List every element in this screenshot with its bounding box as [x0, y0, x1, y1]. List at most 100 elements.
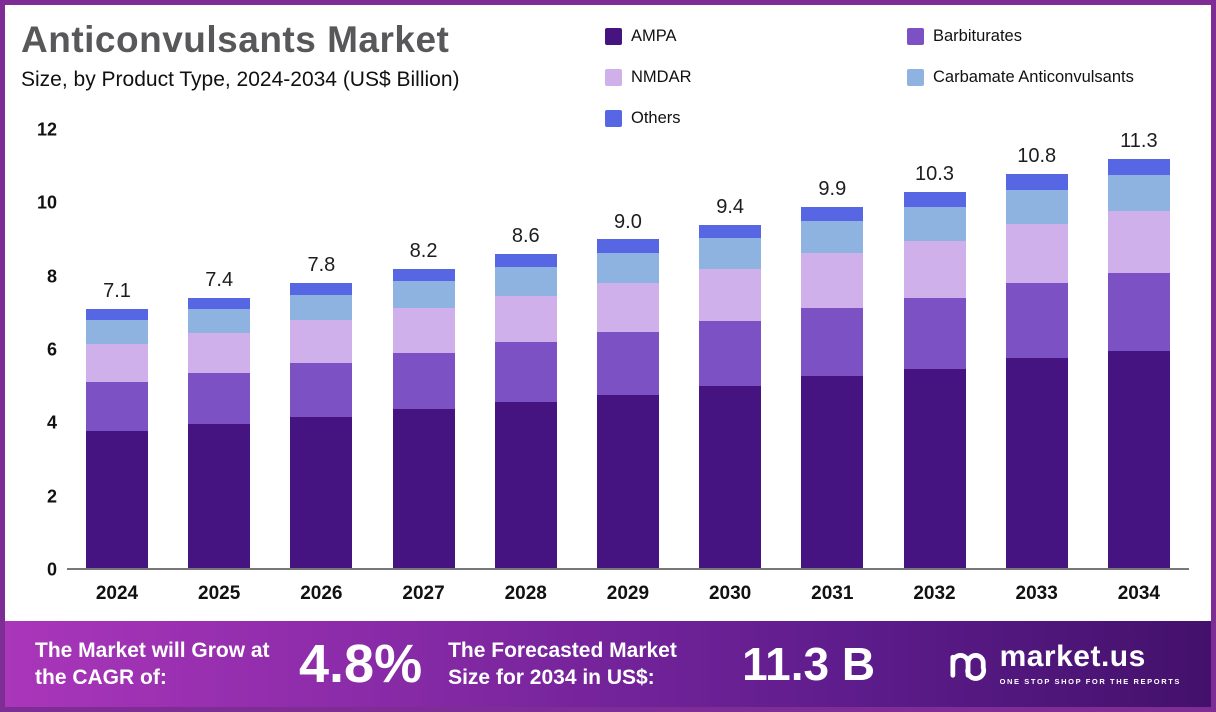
segment-ampa — [86, 431, 148, 568]
bar-group-2029: 9.0 — [582, 130, 674, 568]
segment-carbamate-anticonvulsants — [392, 281, 455, 309]
segment-carbamate-anticonvulsants — [1107, 175, 1170, 212]
bar-stack — [1107, 159, 1170, 568]
bar-group-2027: 8.2 — [378, 130, 470, 568]
legend-item-barbiturates: Barbiturates — [907, 27, 1189, 46]
bar-stack — [392, 268, 455, 568]
segment-ampa — [1005, 358, 1068, 568]
x-label-2025: 2025 — [198, 583, 241, 604]
segment-nmdar — [801, 253, 864, 308]
bar-total-label: 9.9 — [818, 177, 847, 200]
y-tick-10: 10 — [36, 192, 57, 213]
chart-header: Anticonvulsants Market Size, by Product … — [21, 19, 1189, 128]
legend-swatch-ampa — [605, 28, 622, 45]
segment-others — [699, 224, 762, 239]
segment-barbiturates — [290, 362, 353, 417]
segment-nmdar — [86, 343, 148, 382]
bar-group-2025: 7.4 — [173, 130, 265, 568]
bar-total-label: 9.4 — [716, 195, 745, 218]
segment-carbamate-anticonvulsants — [903, 207, 966, 241]
bar-total-label: 10.8 — [1017, 144, 1057, 167]
segment-barbiturates — [903, 297, 966, 370]
segment-ampa — [290, 416, 353, 568]
segment-ampa — [494, 401, 557, 568]
y-tick-12: 12 — [36, 119, 57, 140]
title-block: Anticonvulsants Market Size, by Product … — [21, 19, 569, 92]
brand-text: market.us ONE STOP SHOP FOR THE REPORTS — [999, 640, 1181, 687]
segment-barbiturates — [596, 332, 659, 395]
segment-others — [392, 268, 455, 282]
segment-nmdar — [1005, 224, 1068, 284]
bar-group-2032: 10.3 — [889, 130, 981, 568]
segment-ampa — [392, 409, 455, 568]
segment-ampa — [596, 394, 659, 568]
segment-others — [1107, 159, 1170, 176]
bar-total-label: 9.0 — [614, 210, 642, 233]
segment-nmdar — [188, 332, 251, 373]
y-tick-8: 8 — [46, 266, 57, 287]
segment-others — [1005, 173, 1068, 190]
segment-barbiturates — [494, 342, 557, 402]
segment-ampa — [801, 376, 864, 568]
legend-item-carbamate-anticonvulsants: Carbamate Anticonvulsants — [907, 68, 1189, 87]
legend-label: AMPA — [631, 27, 677, 45]
legend-label: Carbamate Anticonvulsants — [933, 68, 1134, 86]
y-tick-0: 0 — [46, 559, 57, 580]
bar-group-2034: 11.3 — [1093, 130, 1185, 568]
x-label-2031: 2031 — [811, 583, 854, 604]
segment-carbamate-anticonvulsants — [494, 267, 557, 296]
bar-stack — [188, 297, 251, 568]
x-label-2030: 2030 — [708, 583, 752, 604]
plot-area: 7.1 7.4 7.8 8.2 8.6 9.0 9.4 9.9 10.3 10.8 11.3 — [67, 130, 1189, 570]
y-tick-2: 2 — [46, 486, 57, 507]
segment-nmdar — [494, 295, 557, 343]
page-subtitle: Size, by Product Type, 2024-2034 (US$ Bi… — [21, 67, 460, 91]
bar-group-2028: 8.6 — [480, 130, 572, 568]
segment-barbiturates — [1005, 283, 1068, 359]
segment-barbiturates — [801, 307, 864, 377]
bar-stack — [1005, 173, 1068, 568]
x-label-2033: 2033 — [1015, 583, 1058, 604]
segment-ampa — [903, 369, 966, 568]
segment-barbiturates — [86, 381, 148, 432]
segment-ampa — [1107, 350, 1170, 568]
segment-carbamate-anticonvulsants — [86, 319, 148, 344]
bar-stack — [290, 283, 353, 568]
segment-barbiturates — [699, 320, 762, 386]
marketus-brand: market.us ONE STOP SHOP FOR THE REPORTS — [948, 642, 1181, 686]
bar-total-label: 8.6 — [511, 225, 540, 248]
segment-others — [290, 283, 353, 295]
x-label-2027: 2027 — [402, 583, 445, 604]
legend-label: NMDAR — [631, 68, 692, 86]
segment-others — [188, 297, 251, 309]
bar-stack — [494, 254, 557, 568]
bar-group-2030: 9.4 — [684, 130, 776, 568]
segment-others — [596, 239, 659, 253]
bar-total-label: 7.8 — [307, 254, 336, 277]
segment-ampa — [188, 423, 251, 568]
stacked-bar-chart: 0 2 4 6 8 10 12 7.1 7.4 7.8 8.2 8.6 9.0 9.4 9.9 10.3 10… — [21, 120, 1189, 605]
y-axis: 0 2 4 6 8 10 12 — [21, 120, 67, 580]
legend-item-nmdar: NMDAR — [605, 68, 887, 87]
x-label-2026: 2026 — [300, 583, 343, 604]
y-tick-6: 6 — [46, 339, 57, 360]
segment-barbiturates — [1107, 273, 1170, 351]
cagr-value: 4.8% — [299, 634, 423, 694]
segment-carbamate-anticonvulsants — [699, 238, 762, 270]
legend-item-others: Others — [605, 109, 887, 128]
segment-nmdar — [699, 269, 762, 321]
brand-tagline: ONE STOP SHOP FOR THE REPORTS — [999, 677, 1181, 686]
bar-total-label: 11.3 — [1120, 130, 1158, 152]
page-title: Anticonvulsants Market — [21, 19, 450, 60]
segment-nmdar — [290, 320, 353, 363]
legend-swatch-others — [605, 110, 622, 127]
brand-name: market.us — [999, 640, 1146, 673]
segment-ampa — [699, 385, 762, 568]
segment-nmdar — [1107, 211, 1170, 274]
bar-stack — [86, 308, 148, 568]
bar-stack — [801, 206, 864, 568]
legend-swatch-nmdar — [605, 69, 622, 86]
cagr-label: The Market will Grow at the CAGR of: — [35, 638, 270, 689]
legend-label: Barbiturates — [933, 27, 1022, 45]
